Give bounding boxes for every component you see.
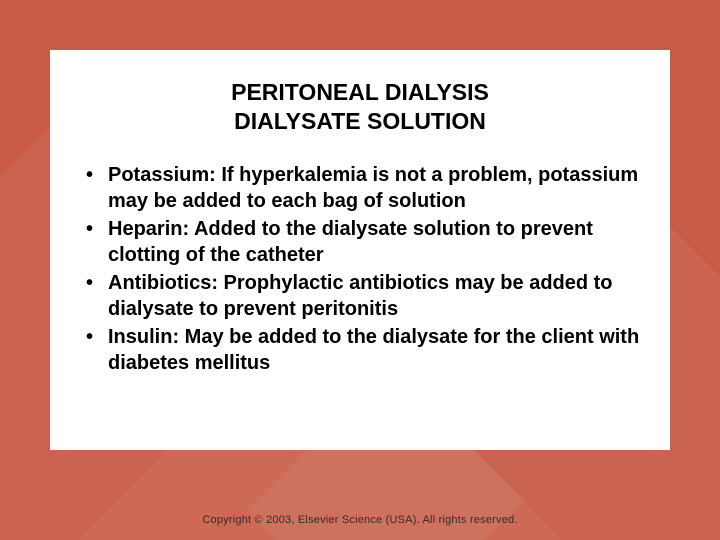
slide: PERITONEAL DIALYSIS DIALYSATE SOLUTION P… — [0, 0, 720, 540]
list-item: Potassium: If hyperkalemia is not a prob… — [80, 162, 640, 214]
list-item: Heparin: Added to the dialysate solution… — [80, 216, 640, 268]
title-line2: DIALYSATE SOLUTION — [234, 108, 486, 134]
content-box: PERITONEAL DIALYSIS DIALYSATE SOLUTION P… — [50, 50, 670, 450]
bullet-list: Potassium: If hyperkalemia is not a prob… — [80, 162, 640, 376]
copyright-footer: Copyright © 2003, Elsevier Science (USA)… — [0, 514, 720, 526]
slide-title: PERITONEAL DIALYSIS DIALYSATE SOLUTION — [80, 78, 640, 136]
title-line1: PERITONEAL DIALYSIS — [231, 79, 489, 105]
list-item: Insulin: May be added to the dialysate f… — [80, 324, 640, 376]
list-item: Antibiotics: Prophylactic antibiotics ma… — [80, 270, 640, 322]
